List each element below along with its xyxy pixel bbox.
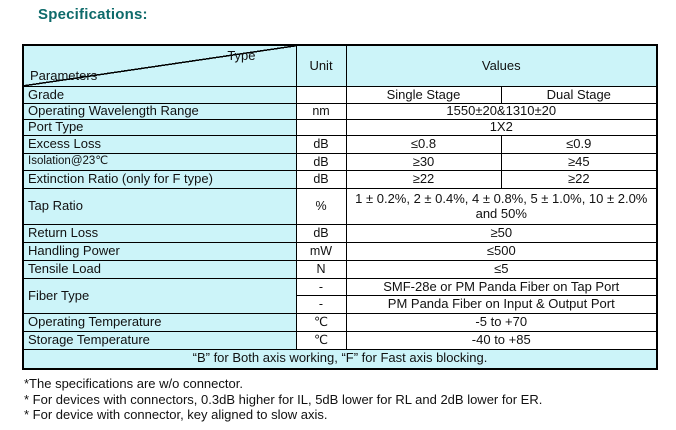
value-fiber-1: SMF-28e or PM Panda Fiber on Tap Port [345, 278, 658, 296]
table-row-tap: Tap Ratio % 1 ± 0.2%, 2 ± 0.4%, 4 ± 0.8%… [22, 188, 658, 225]
table-row-fiber-1: Fiber Type - SMF-28e or PM Panda Fiber o… [22, 278, 658, 314]
unit-fiber-2: - [295, 295, 347, 314]
table-row-return: Return Loss dB ≥50 [22, 224, 658, 243]
value-wavelength: 1550±20&1310±20 [345, 103, 658, 120]
table-footer-note: “B” for Both axis working, “F” for Fast … [22, 349, 658, 369]
unit-isolation: dB [295, 153, 347, 171]
table-row-fiber-2: - PM Panda Fiber on Input & Output Port [23, 295, 658, 314]
header-parameters-label: Parameters [30, 68, 98, 84]
table-row-port: Port Type 1X2 [22, 119, 658, 136]
table-footer-row: “B” for Both axis working, “F” for Fast … [22, 349, 658, 369]
unit-grade [295, 86, 347, 104]
value-grade-dual: Dual Stage [500, 86, 658, 104]
table-row-excess: Excess Loss dB ≤0.8 ≤0.9 [22, 135, 658, 154]
param-isolation: Isolation@23℃ [22, 153, 297, 171]
value-isolation-single: ≥30 [345, 153, 502, 171]
param-extinction: Extinction Ratio (only for F type) [22, 170, 297, 189]
unit-handling: mW [295, 242, 347, 261]
table-row-isolation: Isolation@23℃ dB ≥30 ≥45 [22, 153, 658, 171]
table-row-grade: Grade Single Stage Dual Stage [22, 86, 658, 104]
table-row-optemp: Operating Temperature ℃ -5 to +70 [22, 313, 658, 332]
value-handling: ≤500 [345, 242, 658, 261]
table-row-stortemp: Storage Temperature ℃ -40 to +85 [22, 331, 658, 350]
header-type-label: Type [227, 48, 256, 63]
param-stortemp: Storage Temperature [22, 331, 297, 350]
unit-tensile: N [295, 260, 347, 279]
table-row-extinction: Extinction Ratio (only for F type) dB ≥2… [22, 170, 658, 189]
value-port: 1X2 [345, 119, 658, 136]
unit-excess: dB [295, 135, 347, 154]
value-return: ≥50 [345, 224, 658, 243]
header-type-parameters-cell: Type Parameters [22, 44, 297, 87]
unit-fiber-1: - [295, 278, 347, 296]
unit-tap: % [295, 188, 347, 225]
param-fiber: Fiber Type [22, 278, 297, 314]
header-unit-cell: Unit [295, 44, 347, 87]
param-tensile: Tensile Load [22, 260, 297, 279]
value-grade-single: Single Stage [345, 86, 502, 104]
footnotes: *The specifications are w/o connector. *… [24, 376, 664, 423]
unit-extinction: dB [295, 170, 347, 189]
footnote-1: *The specifications are w/o connector. [24, 376, 243, 391]
param-handling: Handling Power [22, 242, 297, 261]
value-fiber-2: PM Panda Fiber on Input & Output Port [345, 295, 658, 314]
param-tap: Tap Ratio [22, 188, 297, 225]
unit-port [295, 119, 347, 136]
value-isolation-dual: ≥45 [500, 153, 658, 171]
unit-wavelength: nm [295, 103, 347, 120]
param-grade: Grade [22, 86, 297, 104]
value-stortemp: -40 to +85 [345, 331, 658, 350]
unit-optemp: ℃ [295, 313, 347, 332]
table-row-tensile: Tensile Load N ≤5 [22, 260, 658, 279]
param-wavelength: Operating Wavelength Range [22, 103, 297, 120]
unit-stortemp: ℃ [295, 331, 347, 350]
header-values-cell: Values [345, 44, 658, 87]
page-title: Specifications: [38, 6, 148, 23]
value-optemp: -5 to +70 [345, 313, 658, 332]
value-extinction-single: ≥22 [345, 170, 502, 189]
param-excess: Excess Loss [22, 135, 297, 154]
param-port: Port Type [22, 119, 297, 136]
param-optemp: Operating Temperature [22, 313, 297, 332]
value-tensile: ≤5 [345, 260, 658, 279]
value-tap: 1 ± 0.2%, 2 ± 0.4%, 4 ± 0.8%, 5 ± 1.0%, … [345, 188, 658, 225]
footnote-2: * For devices with connectors, 0.3dB hig… [24, 391, 543, 407]
specifications-table: Type Parameters Unit Values Grade Single… [22, 44, 659, 370]
table-row-wavelength: Operating Wavelength Range nm 1550±20&13… [22, 103, 658, 120]
param-return: Return Loss [22, 224, 297, 243]
unit-return: dB [295, 224, 347, 243]
footnote-3: * For device with connector, key aligned… [24, 407, 328, 422]
table-row-handling: Handling Power mW ≤500 [22, 242, 658, 261]
value-excess-single: ≤0.8 [345, 135, 502, 154]
value-excess-dual: ≤0.9 [500, 135, 658, 154]
value-extinction-dual: ≥22 [500, 170, 658, 189]
table-header-row: Type Parameters Unit Values [22, 44, 658, 87]
